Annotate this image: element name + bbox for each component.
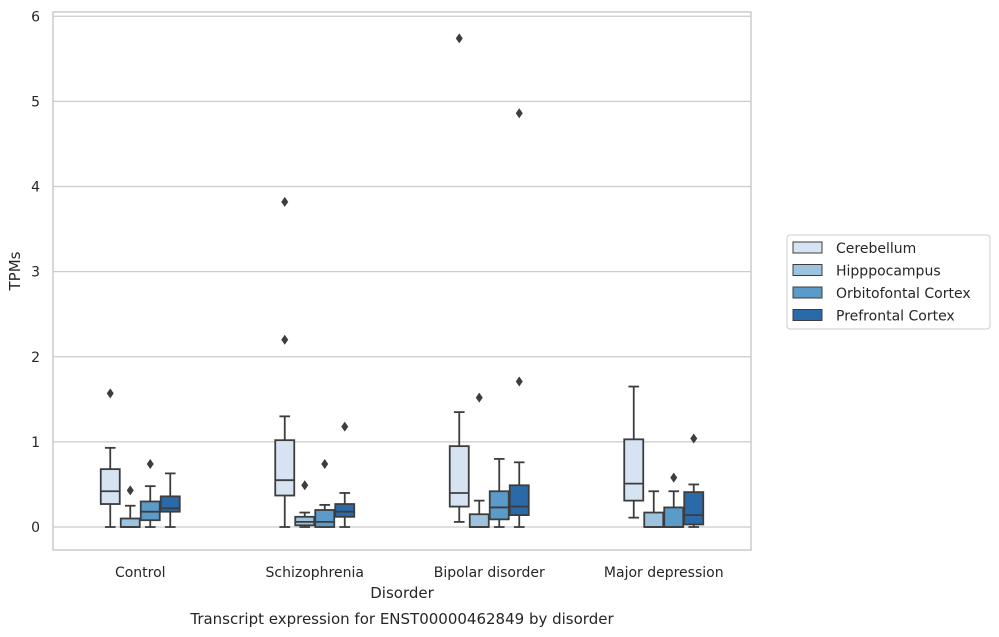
outlier-point [126, 485, 134, 496]
legend-label: Prefrontal Cortex [836, 309, 955, 325]
box [623, 438, 645, 502]
outlier-point [281, 334, 289, 345]
box-plot [139, 459, 161, 528]
box-plot [643, 490, 665, 528]
y-tick-label: 3 [31, 265, 40, 281]
y-axis-label: TPMs [6, 251, 24, 291]
box [488, 490, 510, 521]
box [334, 503, 356, 518]
outlier-point [341, 421, 349, 432]
box-plot [508, 108, 530, 528]
box [663, 506, 685, 528]
box [468, 513, 490, 528]
outlier-point [515, 108, 523, 119]
box-plot [314, 459, 336, 528]
legend-frame [786, 234, 991, 330]
box-plot [683, 433, 705, 528]
box [643, 511, 665, 528]
box-plots [99, 33, 705, 528]
box-plot [119, 485, 141, 528]
box [448, 445, 470, 508]
legend-label: Hipppocampus [836, 264, 941, 280]
x-tick-label: Bipolar disorder [434, 565, 545, 581]
outlier-point [670, 472, 678, 483]
y-tick-label: 0 [31, 520, 40, 536]
box-plot [623, 385, 645, 519]
plot-frame [52, 11, 752, 551]
box [683, 491, 705, 526]
box [314, 509, 336, 528]
outlier-point [455, 33, 463, 44]
legend-entries: Cerebellum Hipppocampus Orbitofontal Corte… [792, 241, 971, 325]
legend-label: Orbitofontal Cortex [836, 286, 971, 302]
legend-swatch [792, 264, 823, 276]
outlier-point [690, 433, 698, 444]
y-tick-label: 2 [31, 350, 40, 366]
outlier-point [301, 480, 309, 491]
y-tick-labels: 0 1 2 3 4 5 6 [31, 9, 40, 536]
box [159, 495, 181, 513]
outlier-point [475, 392, 483, 403]
x-tick-label: Schizophrenia [266, 565, 364, 581]
box-plot [99, 388, 121, 528]
x-tick-label: Major depression [604, 565, 724, 581]
x-tick-label: Control [115, 565, 166, 581]
y-tick-label: 5 [31, 94, 40, 110]
x-tick-labels: Control Schizophrenia Bipolar disorder Majo… [115, 565, 724, 581]
outlier-point [146, 459, 154, 470]
box [119, 517, 141, 528]
box-plot [663, 472, 685, 528]
x-axis-label: Disorder [370, 584, 434, 602]
legend-swatch [792, 286, 823, 299]
grid-lines [53, 15, 751, 528]
box-plot [488, 458, 510, 528]
outlier-point [515, 376, 523, 387]
y-tick-label: 1 [31, 435, 40, 451]
box-plot [334, 421, 356, 528]
y-tick-label: 6 [31, 9, 40, 25]
chart-caption: Transcript expression for ENST0000046284… [189, 610, 614, 628]
box [274, 439, 296, 497]
box-plot [468, 392, 490, 528]
box-plot [274, 196, 296, 528]
box [99, 468, 121, 505]
box-plot [448, 33, 470, 523]
box-plot [159, 472, 181, 528]
box-plot [294, 480, 316, 528]
outlier-point [281, 196, 289, 207]
legend-label: Cerebellum [836, 241, 916, 257]
legend: Cerebellum Hipppocampus Orbitofontal Corte… [786, 234, 991, 330]
legend-swatch [792, 309, 823, 321]
legend-swatch [792, 241, 823, 254]
outlier-point [106, 388, 114, 399]
y-tick-label: 4 [31, 180, 40, 196]
outlier-point [321, 459, 329, 470]
box [508, 484, 530, 516]
